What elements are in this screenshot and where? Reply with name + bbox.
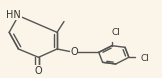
Text: O: O <box>70 47 78 57</box>
Text: HN: HN <box>6 10 21 20</box>
Text: Cl: Cl <box>112 28 121 37</box>
Text: Cl: Cl <box>140 54 149 63</box>
Text: O: O <box>35 66 42 76</box>
